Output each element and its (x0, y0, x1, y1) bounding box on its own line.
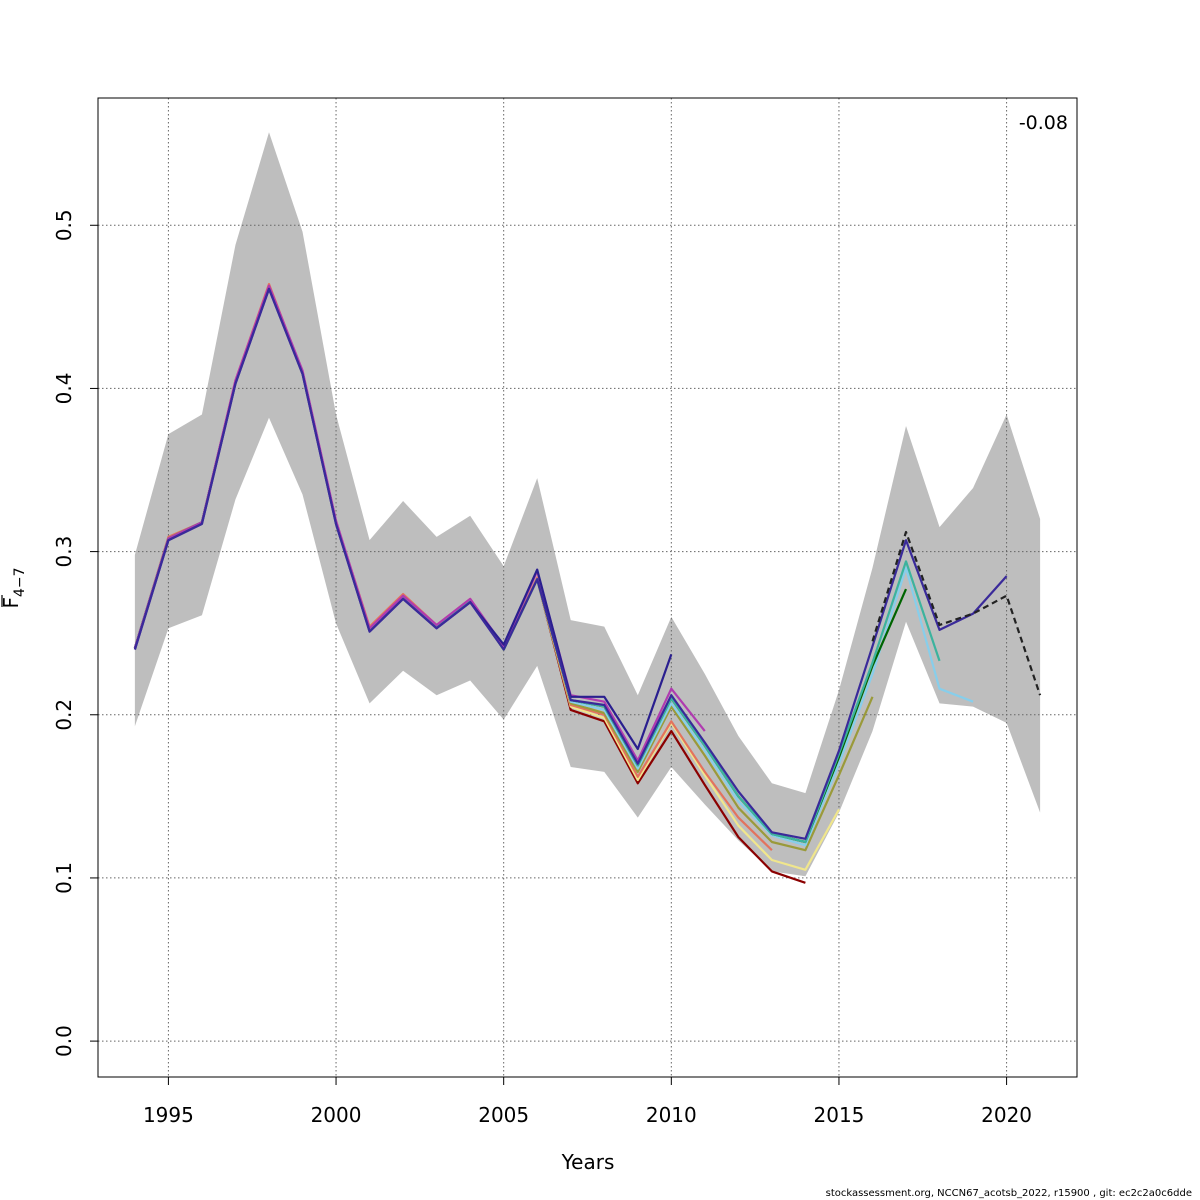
y-tick-label: 0.2 (52, 699, 76, 731)
series-layer (133, 282, 1042, 884)
x-tick-label: 2010 (646, 1103, 697, 1127)
confidence-band (134, 132, 1041, 877)
y-axis-title-subscript: 4−7 (12, 567, 28, 597)
plot-frame (97, 97, 1078, 1078)
y-axis-title: F4−7 (0, 567, 28, 608)
x-tick-label: 2000 (311, 1103, 362, 1127)
y-tick-label: 0.4 (52, 373, 76, 405)
footer-credit: stockassessment.org, NCCN67_acotsb_2022,… (826, 1188, 1192, 1199)
series-line-11 (871, 530, 1042, 696)
x-tick-label: 2020 (981, 1103, 1032, 1127)
y-axis-title-text: F4−7 (0, 567, 28, 608)
y-tick-label: 0.5 (52, 209, 76, 241)
y-tick-label: 0.3 (52, 536, 76, 568)
x-axis-title: Years (561, 1150, 615, 1174)
axis-layer: 1995 2000 2005 2010 2015 2020 0.0 0.1 0.2 0.3 0.4 0… (52, 209, 1032, 1127)
x-tick-label: 2005 (478, 1103, 529, 1127)
y-tick-label: 0.1 (52, 862, 76, 894)
series-line-10 (133, 287, 1008, 840)
y-tick-label: 0.0 (52, 1025, 76, 1057)
x-tick-label: 2015 (814, 1103, 865, 1127)
confidence-band-layer (134, 132, 1041, 877)
x-tick-label: 1995 (143, 1103, 194, 1127)
y-axis-title-main: F (0, 597, 23, 609)
annotation-rho: -0.08 (1019, 112, 1068, 134)
